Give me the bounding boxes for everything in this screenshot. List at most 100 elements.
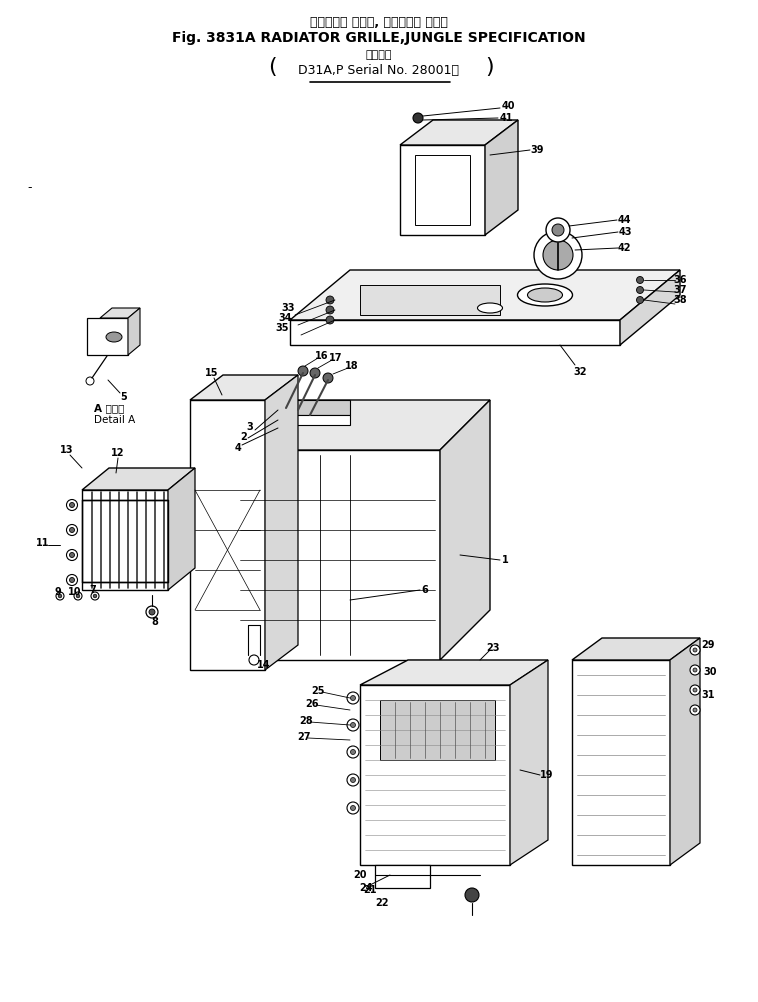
Polygon shape <box>190 375 298 400</box>
Text: 適用号機: 適用号機 <box>366 50 392 60</box>
Circle shape <box>693 688 697 692</box>
Text: 21: 21 <box>363 885 377 895</box>
Text: ラジエータ グリル, ジャングル 仕　様: ラジエータ グリル, ジャングル 仕 様 <box>310 15 448 28</box>
Text: 40: 40 <box>501 101 515 111</box>
Polygon shape <box>415 155 470 225</box>
Text: 2: 2 <box>240 432 247 442</box>
Circle shape <box>637 277 644 284</box>
Circle shape <box>690 685 700 695</box>
Polygon shape <box>290 270 680 320</box>
Text: 35: 35 <box>275 323 289 333</box>
Circle shape <box>58 594 62 598</box>
Text: 33: 33 <box>281 303 295 313</box>
Text: 18: 18 <box>345 361 359 371</box>
Circle shape <box>465 888 479 902</box>
Circle shape <box>56 592 64 600</box>
Text: 36: 36 <box>673 275 687 285</box>
Circle shape <box>310 368 320 378</box>
Text: 14: 14 <box>257 660 271 670</box>
Polygon shape <box>620 270 680 345</box>
Ellipse shape <box>106 332 122 342</box>
Circle shape <box>350 695 356 700</box>
Circle shape <box>552 224 564 236</box>
Polygon shape <box>290 320 620 345</box>
Polygon shape <box>278 415 350 425</box>
Circle shape <box>347 746 359 758</box>
Circle shape <box>74 592 82 600</box>
Polygon shape <box>278 400 350 415</box>
Circle shape <box>637 297 644 304</box>
Polygon shape <box>82 468 195 490</box>
Polygon shape <box>228 400 490 450</box>
Text: 5: 5 <box>121 392 127 402</box>
Circle shape <box>149 609 155 615</box>
Circle shape <box>350 806 356 811</box>
Polygon shape <box>228 450 440 660</box>
Text: -: - <box>28 181 33 194</box>
Text: 20: 20 <box>353 870 367 880</box>
Circle shape <box>690 705 700 715</box>
Text: 19: 19 <box>540 770 554 780</box>
Circle shape <box>350 749 356 755</box>
Polygon shape <box>100 308 140 318</box>
Circle shape <box>323 373 333 383</box>
Polygon shape <box>572 638 700 660</box>
Text: 3: 3 <box>246 422 253 432</box>
Text: 42: 42 <box>617 243 631 253</box>
Circle shape <box>347 774 359 786</box>
Circle shape <box>326 316 334 324</box>
Text: 39: 39 <box>531 145 543 155</box>
Bar <box>82 500 168 582</box>
Text: 10: 10 <box>68 587 82 597</box>
Text: (: ( <box>268 57 277 77</box>
Circle shape <box>67 549 77 560</box>
Text: A 詳　細: A 詳 細 <box>94 403 124 413</box>
Circle shape <box>67 574 77 585</box>
Polygon shape <box>128 308 140 355</box>
Polygon shape <box>375 865 430 888</box>
Circle shape <box>70 502 74 507</box>
Circle shape <box>91 592 99 600</box>
Circle shape <box>690 645 700 655</box>
Polygon shape <box>670 638 700 865</box>
Text: D31A,P Serial No. 28001～: D31A,P Serial No. 28001～ <box>299 63 459 76</box>
Text: 7: 7 <box>89 585 96 595</box>
Text: 26: 26 <box>305 699 319 709</box>
Polygon shape <box>440 400 490 660</box>
Text: 8: 8 <box>152 617 158 627</box>
Text: 29: 29 <box>701 640 715 650</box>
Circle shape <box>86 377 94 385</box>
Polygon shape <box>360 685 510 865</box>
Text: 30: 30 <box>703 667 717 677</box>
Circle shape <box>298 366 308 376</box>
Text: 43: 43 <box>619 227 631 237</box>
Text: Detail A: Detail A <box>94 415 135 425</box>
Ellipse shape <box>478 303 503 313</box>
Circle shape <box>70 527 74 532</box>
Circle shape <box>543 240 573 270</box>
Text: 6: 6 <box>421 585 428 595</box>
Text: 22: 22 <box>375 898 389 908</box>
Text: 9: 9 <box>55 587 61 597</box>
Polygon shape <box>82 490 168 590</box>
Polygon shape <box>360 660 548 685</box>
Polygon shape <box>485 120 518 235</box>
Polygon shape <box>190 400 265 670</box>
Circle shape <box>93 594 97 598</box>
Text: 1: 1 <box>502 555 509 565</box>
Circle shape <box>350 778 356 783</box>
Circle shape <box>67 524 77 535</box>
Text: ): ) <box>486 57 494 77</box>
Text: 34: 34 <box>278 313 292 323</box>
Circle shape <box>67 500 77 510</box>
Circle shape <box>693 648 697 652</box>
Polygon shape <box>400 120 518 145</box>
Text: 38: 38 <box>673 295 687 305</box>
Polygon shape <box>87 318 128 355</box>
Polygon shape <box>360 285 500 315</box>
Text: 4: 4 <box>235 443 241 453</box>
Circle shape <box>70 552 74 557</box>
Text: 44: 44 <box>617 215 631 225</box>
Text: 11: 11 <box>36 538 50 548</box>
Circle shape <box>693 668 697 672</box>
